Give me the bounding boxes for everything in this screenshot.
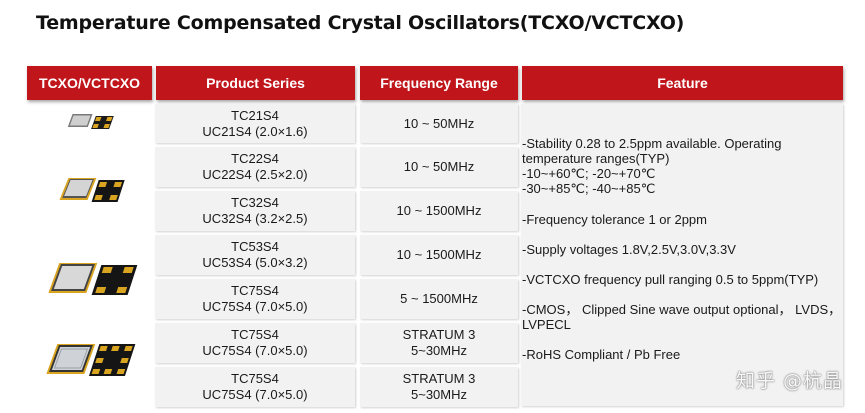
feature-tolerance: -Frequency tolerance 1 or 2ppm bbox=[522, 212, 707, 227]
header-product-series: Product Series bbox=[156, 66, 355, 100]
frequency-value: STRATUM 3 bbox=[402, 371, 476, 386]
series-cell-4: TC53S4 UC53S4 (5.0×3.2) bbox=[155, 235, 355, 275]
frequency-cell-2: 10 ~ 50MHz bbox=[360, 147, 518, 187]
feature-rohs: -RoHS Compliant / Pb Free bbox=[522, 347, 681, 362]
series-name: TC75S4 bbox=[231, 371, 279, 386]
frequency-cell-6: STRATUM 3 5~30MHz bbox=[360, 323, 518, 363]
tcxo-chip-icon-large bbox=[48, 263, 138, 295]
frequency-value: 10 ~ 50MHz bbox=[403, 115, 475, 131]
frequency-value: 10 ~ 1500MHz bbox=[396, 247, 482, 262]
tcxo-chip-icon-small bbox=[67, 114, 114, 129]
tcxo-chip-icon-medium bbox=[59, 178, 125, 202]
header-frequency-range: Frequency Range bbox=[360, 66, 518, 100]
series-cell-1: TC21S4 UC21S4 (2.0×1.6) bbox=[155, 104, 355, 143]
feature-cell: -Stability 0.28 to 2.5ppm available. Ope… bbox=[521, 104, 843, 406]
watermark: 知乎 @杭晶 bbox=[735, 370, 843, 392]
frequency-cell-5: 5 ~ 1500MHz bbox=[360, 279, 518, 319]
series-size: UC32S4 (3.2×2.5) bbox=[202, 211, 308, 226]
frequency-value: 10 ~ 1500MHz bbox=[396, 203, 482, 218]
series-size: UC75S4 (7.0×5.0) bbox=[202, 387, 308, 402]
series-cell-6: TC75S4 UC75S4 (7.0×5.0) bbox=[155, 323, 355, 363]
page-title: Temperature Compensated Crystal Oscillat… bbox=[36, 12, 685, 34]
frequency-cell-3: 10 ~ 1500MHz bbox=[360, 191, 518, 231]
header-feature: Feature bbox=[522, 66, 843, 100]
header-tcxo-vctcxo: TCXO/VCTCXO bbox=[27, 66, 152, 100]
series-name: TC21S4 bbox=[231, 107, 279, 123]
frequency-subvalue: 5~30MHz bbox=[411, 343, 467, 358]
frequency-cell-4: 10 ~ 1500MHz bbox=[360, 235, 518, 275]
series-name: TC32S4 bbox=[231, 195, 279, 210]
series-name: TC75S4 bbox=[231, 327, 279, 342]
series-size: UC53S4 (5.0×3.2) bbox=[202, 255, 308, 270]
tcxo-chip-icon-xlarge bbox=[46, 344, 136, 376]
series-size: UC75S4 (7.0×5.0) bbox=[202, 299, 308, 314]
feature-voltage: -Supply voltages 1.8V,2.5V,3.0V,3.3V bbox=[522, 242, 736, 257]
feature-pull: -VCTCXO frequency pull ranging 0.5 to 5p… bbox=[522, 272, 819, 287]
series-cell-3: TC32S4 UC32S4 (3.2×2.5) bbox=[155, 191, 355, 231]
frequency-value: 10 ~ 50MHz bbox=[403, 159, 475, 174]
frequency-value: 5 ~ 1500MHz bbox=[400, 291, 478, 306]
series-name: TC22S4 bbox=[231, 151, 279, 166]
series-size: UC21S4 (2.0×1.6) bbox=[202, 123, 308, 139]
frequency-cell-1: 10 ~ 50MHz bbox=[360, 104, 518, 143]
frequency-subvalue: 5~30MHz bbox=[411, 387, 467, 402]
series-name: TC53S4 bbox=[231, 239, 279, 254]
frequency-cell-7: STRATUM 3 5~30MHz bbox=[360, 367, 518, 407]
feature-stability: -Stability 0.28 to 2.5ppm available. Ope… bbox=[522, 136, 782, 196]
feature-output: -CMOS， Clipped Sine wave output optional… bbox=[522, 302, 842, 332]
frequency-value: STRATUM 3 bbox=[402, 327, 476, 342]
series-name: TC75S4 bbox=[231, 283, 279, 298]
series-cell-2: TC22S4 UC22S4 (2.5×2.0) bbox=[155, 147, 355, 187]
series-cell-7: TC75S4 UC75S4 (7.0×5.0) bbox=[155, 367, 355, 407]
series-cell-5: TC75S4 UC75S4 (7.0×5.0) bbox=[155, 279, 355, 319]
series-size: UC22S4 (2.5×2.0) bbox=[202, 167, 308, 182]
series-size: UC75S4 (7.0×5.0) bbox=[202, 343, 308, 358]
